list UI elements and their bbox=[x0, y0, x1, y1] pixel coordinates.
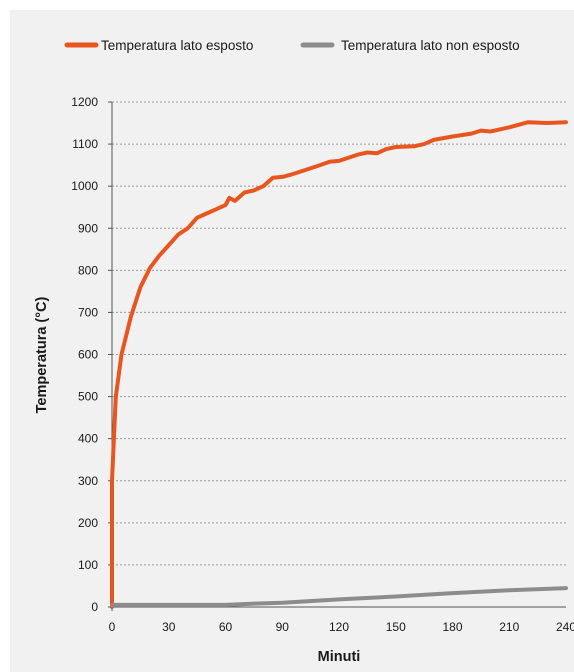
x-tick-label: 90 bbox=[276, 620, 290, 634]
y-tick-label: 600 bbox=[78, 348, 98, 362]
x-tick-label: 210 bbox=[499, 620, 519, 634]
x-tick-label: 240 bbox=[556, 620, 574, 634]
y-tick-labels: 0 100 200 300 400 500 600 700 800 900 1000 1100 1200 bbox=[71, 95, 98, 614]
x-tick-label: 30 bbox=[162, 620, 176, 634]
series-line-unexposed bbox=[110, 586, 568, 607]
y-tick-label: 400 bbox=[78, 432, 98, 446]
y-tick-label: 800 bbox=[78, 263, 98, 277]
x-tick-label: 180 bbox=[442, 620, 462, 634]
y-tick-label: 300 bbox=[78, 474, 98, 488]
chart-panel bbox=[10, 10, 574, 672]
y-axis-title: Temperatura (°C) bbox=[34, 296, 50, 413]
series-line-exposed bbox=[110, 120, 568, 609]
x-tick-label: 0 bbox=[109, 620, 116, 634]
y-tick-label: 1000 bbox=[71, 179, 98, 193]
x-tick-labels: 0 30 60 90 120 150 180 210 240 bbox=[109, 620, 574, 634]
legend-label-unexposed: Temperatura lato non esposto bbox=[341, 38, 520, 53]
y-tick-label: 0 bbox=[91, 600, 98, 614]
x-tick-label: 60 bbox=[219, 620, 233, 634]
legend: Temperatura lato esposto Temperatura lat… bbox=[64, 38, 520, 53]
y-tick-label: 500 bbox=[78, 390, 98, 404]
y-tick-label: 200 bbox=[78, 516, 98, 530]
axes bbox=[108, 101, 566, 611]
y-tick-label: 700 bbox=[78, 305, 98, 319]
x-axis-title: Minuti bbox=[318, 649, 361, 665]
legend-label-exposed: Temperatura lato esposto bbox=[101, 38, 253, 53]
y-tick-label: 1200 bbox=[71, 95, 98, 109]
y-tick-label: 1100 bbox=[72, 137, 98, 151]
x-tick-label: 150 bbox=[386, 620, 406, 634]
grid bbox=[112, 101, 566, 566]
series-lines bbox=[110, 120, 568, 609]
x-tick-label: 120 bbox=[329, 620, 349, 634]
y-tick-label: 100 bbox=[78, 558, 98, 572]
y-tick-label: 900 bbox=[78, 221, 98, 235]
